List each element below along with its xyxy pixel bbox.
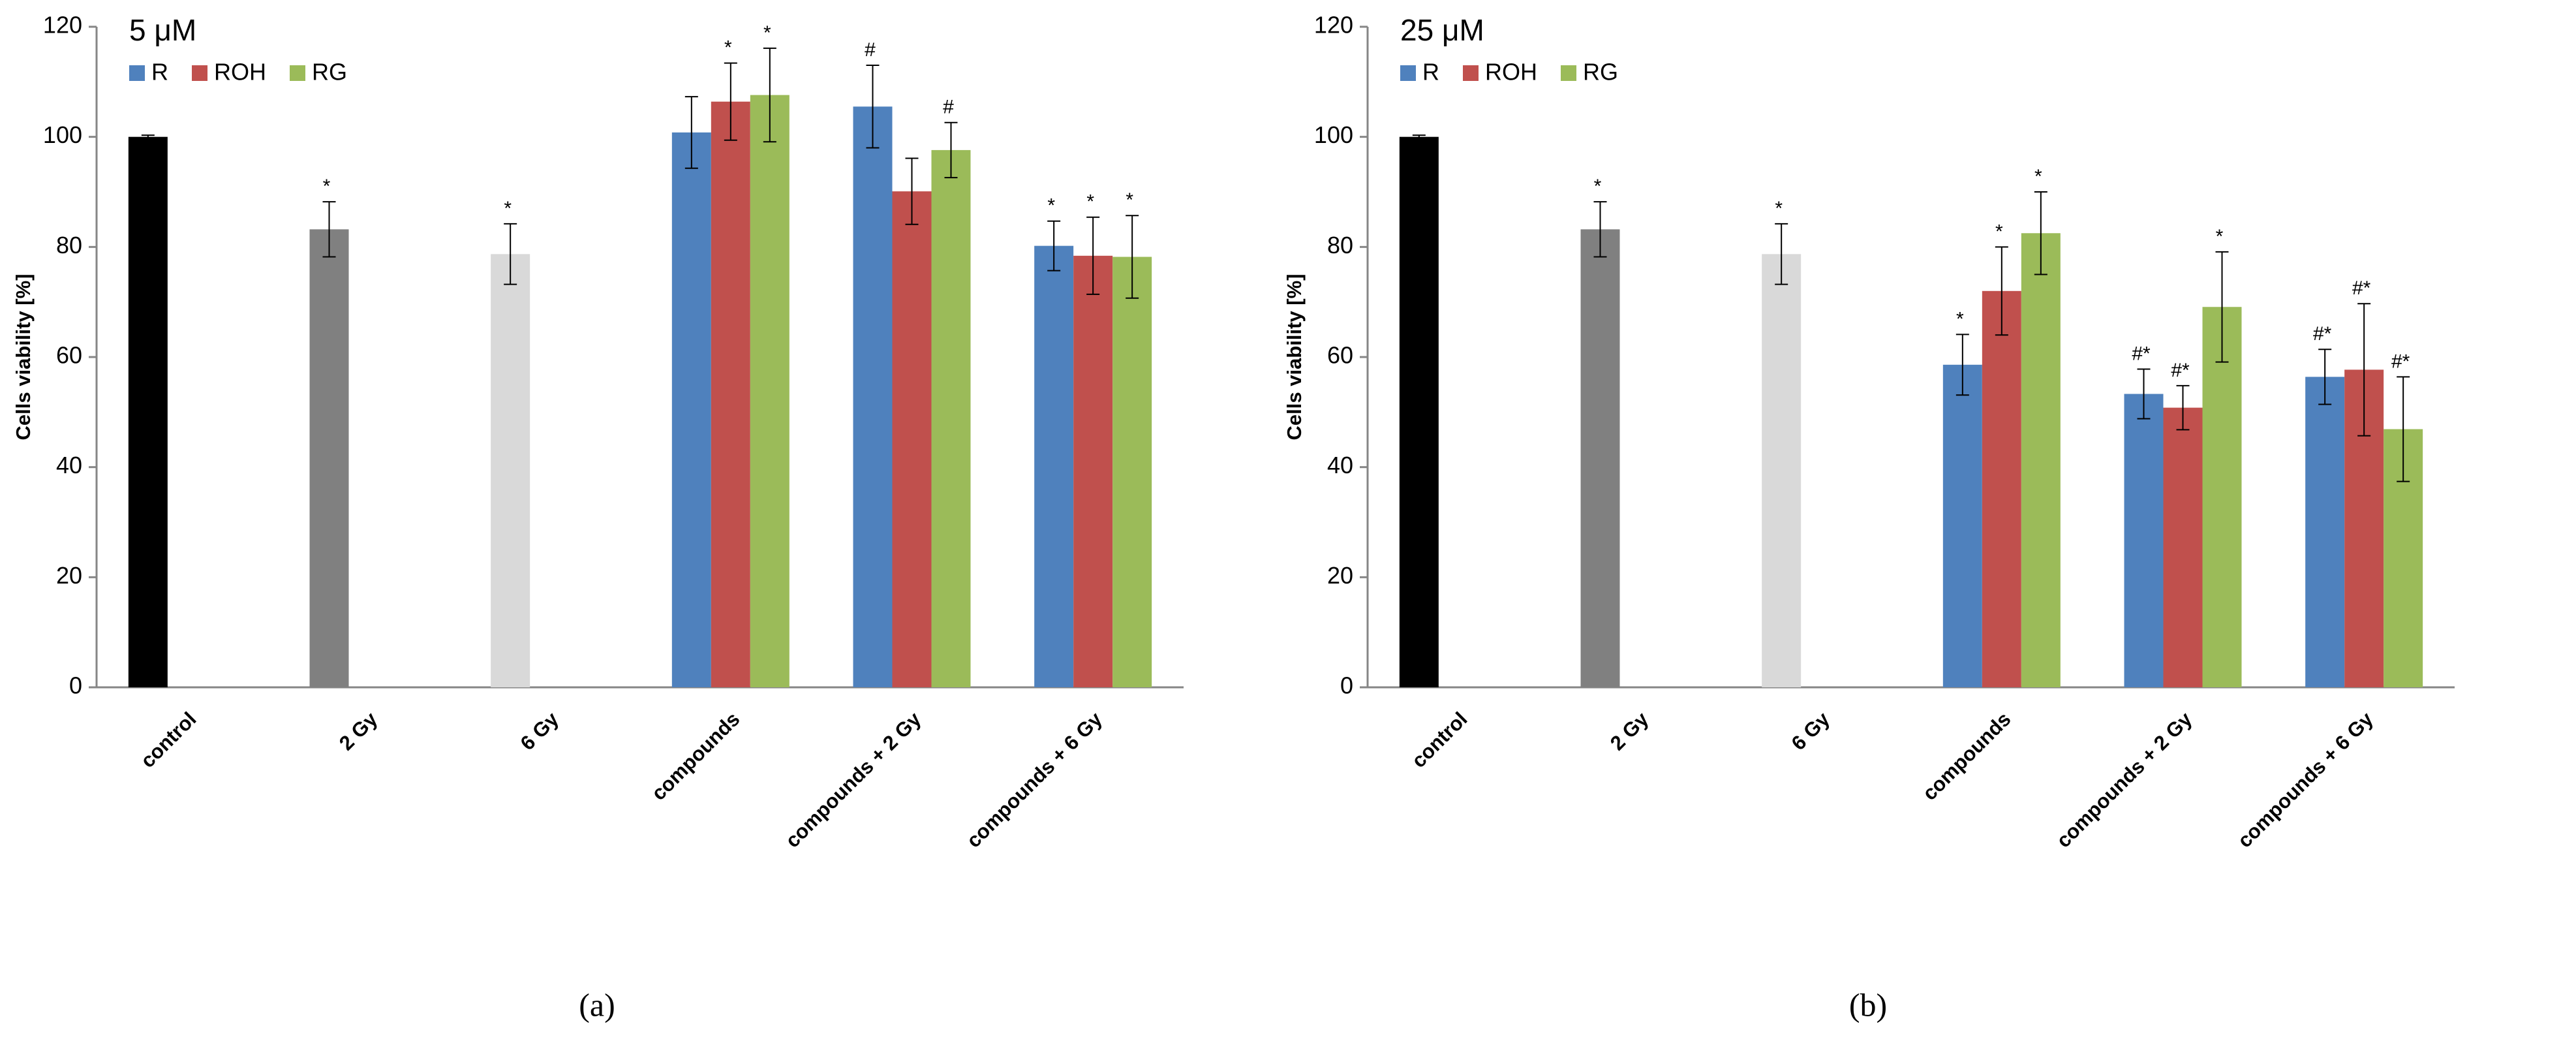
bar [2305,377,2345,687]
bar [671,132,711,688]
chart-title: 25 μM [1400,13,1484,47]
bar [750,95,790,687]
bar [1942,364,1982,687]
y-tick-label: 120 [1314,12,1353,39]
bar [1399,136,1439,687]
significance-marker: #* [2313,323,2332,345]
y-tick-label: 40 [56,452,82,478]
bar [2202,307,2242,687]
significance-marker: * [323,176,331,197]
y-tick-label: 100 [1314,121,1353,148]
legend-swatch [290,65,305,81]
bar [128,136,168,687]
y-axis-label: Cells viability [%] [12,274,35,441]
x-tick-label: compounds + 6 Gy [962,707,1107,852]
significance-marker: * [1594,176,1602,197]
bar [1034,245,1074,687]
significance-marker: * [504,198,512,219]
legend-label: ROH [1485,59,1537,86]
bar [1112,257,1152,688]
y-tick-label: 20 [56,562,82,589]
bar [892,191,932,687]
x-tick-label: compounds + 2 Gy [2052,707,2197,852]
y-tick-label: 120 [43,12,82,39]
caption: (b) [1849,986,1887,1023]
legend-swatch [129,65,145,81]
bar [1580,229,1620,687]
x-tick-label: 2 Gy [1606,707,1653,755]
x-tick-label: control [136,708,201,772]
x-tick-label: 2 Gy [335,707,382,755]
legend-swatch [1561,65,1576,81]
x-tick-label: 6 Gy [1787,707,1835,755]
x-tick-label: 6 Gy [516,707,564,755]
significance-marker: # [943,97,954,118]
x-tick-label: control [1407,708,1472,772]
significance-marker: * [1956,308,1964,330]
legend-swatch [192,65,207,81]
legend-label: ROH [214,59,266,86]
significance-marker: * [1775,198,1783,219]
y-tick-label: 20 [1327,562,1353,589]
x-tick-label: compounds [647,708,744,805]
legend-swatch [1463,65,1479,81]
x-tick-label: compounds + 6 Gy [2233,707,2378,852]
bar [1762,254,1802,688]
y-tick-label: 100 [43,121,82,148]
significance-marker: #* [2391,351,2410,372]
y-tick-label: 0 [69,672,82,699]
chart-title: 5 μM [129,13,196,47]
bar [931,149,971,687]
bar [711,101,750,687]
bar [491,254,530,688]
y-tick-label: 40 [1327,452,1353,478]
y-tick-label: 80 [1327,232,1353,258]
legend-swatch [1400,65,1416,81]
caption: (a) [579,986,615,1023]
bar [2021,233,2061,687]
significance-marker: * [1047,195,1055,217]
x-tick-label: compounds [1918,708,2016,805]
significance-marker: #* [2352,277,2371,299]
legend-label: RG [312,59,347,86]
bar [2124,394,2164,687]
significance-marker: #* [2171,360,2190,381]
y-tick-label: 60 [56,342,82,369]
legend-label: R [1422,59,1439,86]
bar [853,106,893,688]
y-axis-label: Cells viability [%] [1283,274,1306,441]
y-tick-label: 60 [1327,342,1353,369]
bar [309,229,349,687]
significance-marker: * [2216,226,2224,247]
bar [1073,255,1113,687]
y-tick-label: 0 [1340,672,1353,699]
significance-marker: * [763,22,771,44]
significance-marker: * [1086,191,1094,213]
bar [1982,290,2021,687]
significance-marker: * [2034,166,2042,187]
y-tick-label: 80 [56,232,82,258]
legend-label: R [151,59,168,86]
significance-marker: * [1126,189,1133,211]
significance-marker: #* [2132,343,2151,364]
legend-label: RG [1583,59,1618,86]
significance-marker: # [865,39,876,61]
bar [2163,407,2203,687]
significance-marker: * [1995,221,2003,242]
significance-marker: * [724,37,732,59]
x-tick-label: compounds + 2 Gy [781,707,926,852]
